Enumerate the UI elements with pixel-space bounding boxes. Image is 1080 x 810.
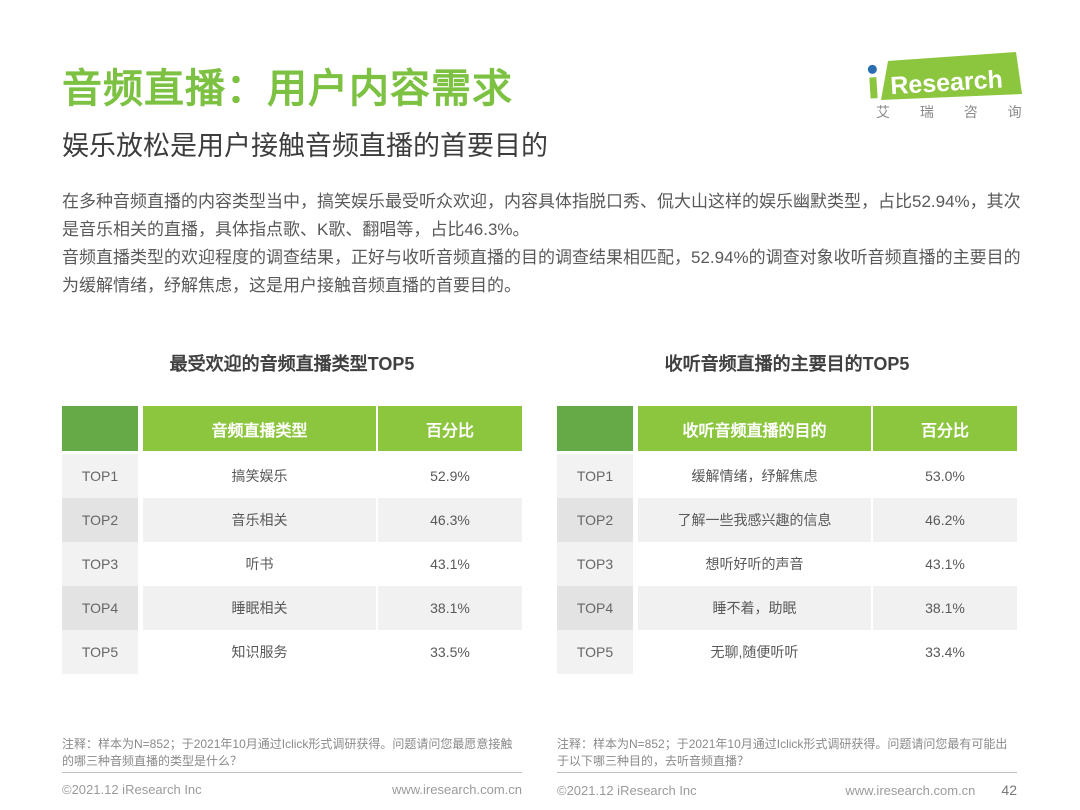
column-gutter <box>138 630 143 674</box>
label-cell: 无聊,随便听听 <box>638 630 871 674</box>
column-gutter <box>138 586 143 630</box>
notes-section: 注释：样本为N=852；于2021年10月通过Iclick形式调研获得。问题请问… <box>62 736 1022 770</box>
footer-url: www.iresearch.com.cn <box>391 782 522 797</box>
label-cell: 音乐相关 <box>143 498 376 542</box>
table-row: TOP2 音乐相关 46.3% <box>62 498 522 542</box>
value-cell: 33.4% <box>871 630 1017 674</box>
footer-copyright: ©2021.12 iResearch Inc <box>62 782 202 797</box>
footer-url: www.iresearch.com.cn <box>845 783 976 798</box>
column-gutter <box>633 406 638 451</box>
column-gutter <box>138 542 143 586</box>
logo-green-shape <box>881 52 1022 100</box>
table-row: TOP1 缓解情绪，纾解焦虑 53.0% <box>557 454 1017 498</box>
footer-copyright: ©2021.12 iResearch Inc <box>557 783 697 798</box>
value-cell: 43.1% <box>376 542 522 586</box>
label-header-cell: 音频直播类型 <box>143 406 376 451</box>
label-cell: 了解一些我感兴趣的信息 <box>638 498 871 542</box>
rank-cell: TOP2 <box>557 498 633 542</box>
rank-cell: TOP5 <box>557 630 633 674</box>
table-row: TOP1 搞笑娱乐 52.9% <box>62 454 522 498</box>
value-cell: 52.9% <box>376 454 522 498</box>
table-row: TOP3 听书 43.1% <box>62 542 522 586</box>
value-header-cell: 百分比 <box>871 406 1017 451</box>
footer-right: ©2021.12 iResearch Inc www.iresearch.com… <box>557 772 1017 798</box>
column-gutter <box>633 454 638 498</box>
column-gutter <box>138 406 143 451</box>
column-gutter <box>633 498 638 542</box>
logo-i-dot <box>867 64 877 74</box>
value-cell: 33.5% <box>376 630 522 674</box>
table-row: TOP5 无聊,随便听听 33.4% <box>557 630 1017 674</box>
left-table-column: 最受欢迎的音频直播类型TOP5 音频直播类型 百分比 TOP1 搞笑娱乐 52.… <box>62 350 522 674</box>
logo-i-stem <box>869 77 878 99</box>
page-number: 42 <box>1001 782 1017 798</box>
label-cell: 知识服务 <box>143 630 376 674</box>
right-table-column: 收听音频直播的主要目的TOP5 收听音频直播的目的 百分比 TOP1 缓解情绪，… <box>557 350 1017 674</box>
value-header-cell: 百分比 <box>376 406 522 451</box>
right-table-title: 收听音频直播的主要目的TOP5 <box>664 354 910 374</box>
left-table-title: 最受欢迎的音频直播类型TOP5 <box>169 354 415 374</box>
column-gutter <box>138 498 143 542</box>
value-cell: 38.1% <box>376 586 522 630</box>
value-cell: 53.0% <box>871 454 1017 498</box>
tables-section: 最受欢迎的音频直播类型TOP5 音频直播类型 百分比 TOP1 搞笑娱乐 52.… <box>62 350 1022 674</box>
footer-left: ©2021.12 iResearch Inc www.iresearch.com… <box>62 772 522 798</box>
value-cell: 43.1% <box>871 542 1017 586</box>
label-cell: 听书 <box>143 542 376 586</box>
table-row: TOP2 了解一些我感兴趣的信息 46.2% <box>557 498 1017 542</box>
body-paragraph-1: 在多种音频直播的内容类型当中，搞笑娱乐最受听众欢迎，内容具体指脱口秀、侃大山这样… <box>62 192 1021 239</box>
rank-cell: TOP1 <box>62 454 138 498</box>
label-cell: 睡不着，助眠 <box>638 586 871 630</box>
rank-cell: TOP1 <box>557 454 633 498</box>
label-cell: 缓解情绪，纾解焦虑 <box>638 454 871 498</box>
logo-subtext-chars: 艾 瑞 咨 询 <box>876 104 1035 120</box>
column-gutter <box>633 586 638 630</box>
label-cell: 睡眠相关 <box>143 586 376 630</box>
logo-chinese-subtext: 艾 瑞 咨 询 <box>876 102 1022 122</box>
rank-cell: TOP4 <box>62 586 138 630</box>
listening-purpose-table: 收听音频直播的目的 百分比 TOP1 缓解情绪，纾解焦虑 53.0% TOP2 … <box>557 406 1017 674</box>
body-text: 在多种音频直播的内容类型当中，搞笑娱乐最受听众欢迎，内容具体指脱口秀、侃大山这样… <box>62 188 1028 300</box>
table-header-row: 音频直播类型 百分比 <box>62 406 522 451</box>
table-row: TOP4 睡不着，助眠 38.1% <box>557 586 1017 630</box>
label-cell: 搞笑娱乐 <box>143 454 376 498</box>
rank-header-cell <box>62 406 138 451</box>
rank-header-cell <box>557 406 633 451</box>
footer-section: ©2021.12 iResearch Inc www.iresearch.com… <box>62 772 1022 798</box>
logo-research-text: Research <box>890 65 1004 100</box>
left-table-note: 注释：样本为N=852；于2021年10月通过Iclick形式调研获得。问题请问… <box>62 737 513 768</box>
footer-right-group: www.iresearch.com.cn 42 <box>845 782 1017 798</box>
value-cell: 46.3% <box>376 498 522 542</box>
table-row: TOP3 想听好听的声音 43.1% <box>557 542 1017 586</box>
right-table-note: 注释：样本为N=852；于2021年10月通过Iclick形式调研获得。问题请问… <box>557 737 1008 768</box>
rank-cell: TOP4 <box>557 586 633 630</box>
table-row: TOP5 知识服务 33.5% <box>62 630 522 674</box>
table-row: TOP4 睡眠相关 38.1% <box>62 586 522 630</box>
label-header-cell: 收听音频直播的目的 <box>638 406 871 451</box>
page-title: 音频直播：用户内容需求 <box>62 67 513 111</box>
column-gutter <box>138 454 143 498</box>
rank-cell: TOP3 <box>557 542 633 586</box>
table-header-row: 收听音频直播的目的 百分比 <box>557 406 1017 451</box>
value-cell: 38.1% <box>871 586 1017 630</box>
label-cell: 想听好听的声音 <box>638 542 871 586</box>
column-gutter <box>633 630 638 674</box>
body-paragraph-2: 音频直播类型的欢迎程度的调查结果，正好与收听音频直播的目的调查结果相匹配，52.… <box>62 248 1021 295</box>
popular-types-table: 音频直播类型 百分比 TOP1 搞笑娱乐 52.9% TOP2 音乐相关 46.… <box>62 406 522 674</box>
iresearch-logo: Research 艾 瑞 咨 询 <box>864 50 1022 122</box>
page-subtitle: 娱乐放松是用户接触音频直播的首要目的 <box>62 131 548 161</box>
iresearch-logo-mark: Research <box>867 52 1022 100</box>
rank-cell: TOP3 <box>62 542 138 586</box>
rank-cell: TOP2 <box>62 498 138 542</box>
column-gutter <box>633 542 638 586</box>
value-cell: 46.2% <box>871 498 1017 542</box>
rank-cell: TOP5 <box>62 630 138 674</box>
